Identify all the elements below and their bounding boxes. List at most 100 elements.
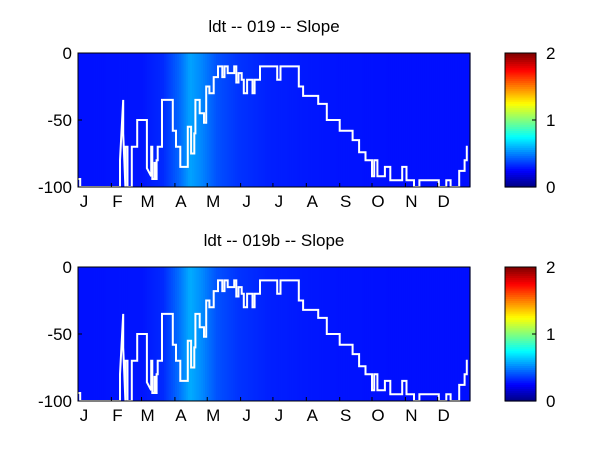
heatmap-cell [237, 267, 241, 401]
colorbar-swatch [505, 292, 536, 295]
heatmap-cell [435, 267, 439, 401]
colorbar-swatch [505, 327, 536, 331]
heatmap-cell [155, 53, 159, 187]
colorbar-swatch [505, 107, 536, 111]
heatmap-cell [118, 53, 122, 187]
heatmap-cell [345, 53, 348, 187]
colorbar-swatch [505, 170, 536, 173]
heatmap-cell [312, 53, 316, 187]
heatmap-cell [319, 267, 322, 401]
heatmap-cell [241, 53, 245, 187]
colorbar-swatch [505, 151, 536, 155]
heatmap-cell [153, 53, 157, 187]
heatmap-cell [386, 267, 389, 401]
heatmap-cell [108, 267, 111, 401]
heatmap-cell [127, 53, 131, 187]
heatmap-cell [416, 267, 419, 401]
colorbar-swatch [505, 321, 536, 325]
colorbar-swatch [505, 363, 536, 367]
heatmap-cell [185, 267, 189, 401]
heatmap-cell [146, 53, 150, 187]
colorbar-swatch [505, 176, 536, 180]
heatmap-cell [377, 53, 381, 187]
heatmap-cell [360, 267, 363, 401]
colorbar-swatch [505, 271, 536, 274]
heatmap-cell [263, 267, 266, 401]
colorbar-swatch [505, 120, 536, 123]
heatmap-cell [123, 267, 126, 401]
colorbar-swatch [505, 136, 536, 140]
heatmap-cell [276, 53, 279, 187]
heatmap-cell [218, 267, 221, 401]
heatmap-cell [162, 53, 165, 187]
colorbar-swatch [505, 392, 536, 396]
heatmap-cell [321, 267, 325, 401]
heatmap-cell [435, 53, 439, 187]
heatmap-cell [192, 267, 195, 401]
heatmap-cell [179, 53, 182, 187]
heatmap-cell [103, 53, 107, 187]
heatmap-cell [448, 267, 452, 401]
heatmap-cell [269, 267, 273, 401]
x-tick-label: M [206, 406, 220, 425]
heatmap-cell [388, 53, 391, 187]
colorbar-swatch [505, 388, 536, 392]
heatmap-cell [396, 53, 400, 187]
heatmap-cell [125, 267, 129, 401]
colorbar-swatch [505, 140, 536, 144]
colorbar-swatch [505, 84, 536, 88]
colorbar-swatch [505, 290, 536, 293]
heatmap-cell [375, 267, 378, 401]
heatmap-cell [256, 53, 260, 187]
heatmap-cell [97, 53, 101, 187]
heatmap-cell [213, 53, 217, 187]
colorbar-swatch [505, 53, 536, 56]
colorbar-swatch [505, 275, 536, 279]
colorbar-swatch [505, 336, 536, 339]
heatmap-cell [379, 267, 383, 401]
colorbar-swatch [505, 396, 536, 400]
heatmap-cell [252, 267, 256, 401]
x-tick-label: F [112, 192, 122, 211]
x-tick-label: J [275, 192, 284, 211]
heatmap-cell [383, 267, 387, 401]
heatmap-cell [370, 53, 374, 187]
colorbar-swatch [505, 283, 536, 287]
heatmap-cell [310, 267, 314, 401]
colorbar-swatch [505, 325, 536, 329]
colorbar-swatch [505, 310, 536, 314]
heatmap-cell [314, 267, 318, 401]
heatmap-cell [280, 267, 284, 401]
colorbar: 0 1 2 [504, 258, 555, 411]
x-tick-label: J [80, 192, 89, 211]
colorbar-swatch [505, 342, 536, 346]
heatmap-cell [394, 53, 398, 187]
colorbar-swatch [505, 153, 536, 157]
heatmap-cell [271, 53, 275, 187]
heatmap-cell [112, 53, 116, 187]
heatmap-cell [295, 53, 299, 187]
heatmap-cell [347, 53, 350, 187]
heatmap-cell [166, 267, 170, 401]
colorbar-swatch [505, 96, 536, 100]
x-tick-label: N [405, 192, 417, 211]
heatmap-cell [446, 267, 450, 401]
colorbar-swatch [505, 279, 536, 283]
heatmap-cell [358, 53, 361, 187]
heatmap-cell [299, 53, 303, 187]
x-tick-label: J [242, 192, 251, 211]
heatmap-cell [278, 267, 282, 401]
colorbar-swatch [505, 111, 536, 115]
heatmap-cell [108, 53, 111, 187]
heatmap-cell [209, 267, 213, 401]
heatmap-cell [112, 267, 116, 401]
heatmap-cell [88, 267, 92, 401]
x-tick-label: S [340, 192, 351, 211]
heatmap-cell [151, 53, 154, 187]
heatmap-cell [418, 267, 422, 401]
colorbar-tick-label: 2 [546, 258, 555, 277]
heatmap-cell [368, 267, 372, 401]
heatmap-cell [241, 267, 245, 401]
heatmap-cell [304, 53, 307, 187]
